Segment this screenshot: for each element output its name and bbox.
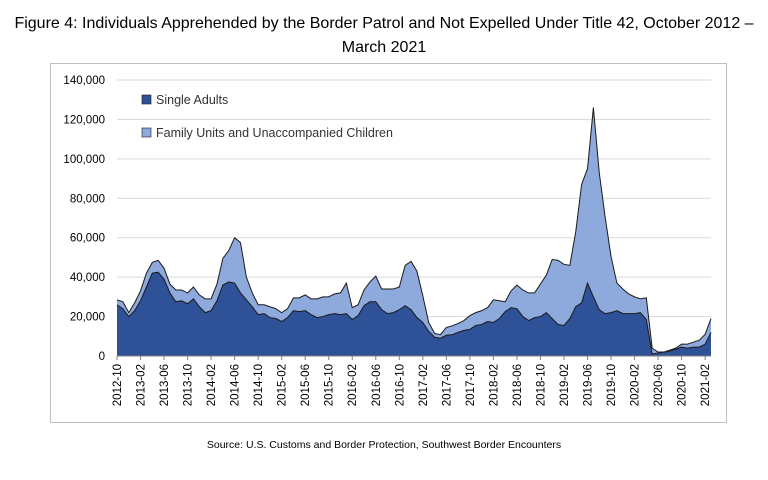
series-area-family-units [117, 107, 711, 355]
x-tick-label: 2021-02 [700, 364, 712, 406]
x-tick-label: 2016-02 [347, 364, 359, 406]
x-tick-label: 2020-06 [653, 364, 665, 406]
x-tick-label: 2015-10 [324, 364, 336, 406]
y-tick-label: 40,000 [70, 272, 105, 284]
legend-label-single-adults: Single Adults [156, 93, 228, 107]
chart-frame [50, 63, 727, 423]
x-tick-label: 2018-10 [535, 364, 547, 406]
x-tick-label: 2014-06 [230, 364, 242, 406]
x-tick-label: 2013-10 [183, 364, 195, 406]
x-tick-label: 2016-10 [394, 364, 406, 406]
legend-swatch-single-adults [141, 94, 152, 105]
y-tick-label: 0 [99, 351, 105, 363]
x-tick-label: 2019-10 [606, 364, 618, 406]
y-tick-label: 80,000 [70, 193, 105, 205]
x-tick-label: 2014-10 [253, 364, 265, 406]
legend-label-family-units: Family Units and Unaccompanied Children [156, 126, 393, 140]
x-tick-label: 2012-10 [112, 364, 124, 406]
figure-title-line2: March 2021 [341, 39, 427, 56]
legend-swatch-family-units [141, 127, 152, 138]
y-tick-label: 20,000 [70, 312, 105, 324]
x-tick-label: 2018-02 [488, 364, 500, 406]
x-tick-label: 2014-02 [206, 364, 218, 406]
x-tick-label: 2015-06 [300, 364, 312, 406]
x-tick-label: 2020-02 [630, 364, 642, 406]
x-tick-label: 2016-06 [371, 364, 383, 406]
x-tick-label: 2018-06 [512, 364, 524, 406]
source-note: Source: U.S. Customs and Border Protecti… [206, 439, 562, 451]
x-tick-label: 2015-02 [277, 364, 289, 406]
figure-title-line1: Figure 4: Individuals Apprehended by the… [14, 15, 754, 32]
x-tick-label: 2019-02 [559, 364, 571, 406]
x-tick-label: 2017-02 [418, 364, 430, 406]
y-tick-label: 100,000 [63, 154, 105, 166]
series-line-single-adults [116, 271, 712, 355]
x-tick-label: 2020-10 [677, 364, 689, 406]
y-tick-label: 140,000 [63, 75, 105, 87]
series-line-total [116, 107, 712, 353]
y-tick-label: 60,000 [70, 233, 105, 245]
x-tick-label: 2019-06 [582, 364, 594, 406]
figure-title: Figure 4: Individuals Apprehended by the… [0, 12, 768, 60]
stacked-area-chart: 0 20,000 40,000 60,000 80,000 100,000 120,000 1… [63, 75, 712, 406]
y-tick-label: 120,000 [63, 114, 105, 126]
x-tick-label: 2013-02 [136, 364, 148, 406]
x-tick-label: 2013-06 [159, 364, 171, 406]
x-tick-label: 2017-10 [465, 364, 477, 406]
x-tick-label: 2017-06 [441, 364, 453, 406]
